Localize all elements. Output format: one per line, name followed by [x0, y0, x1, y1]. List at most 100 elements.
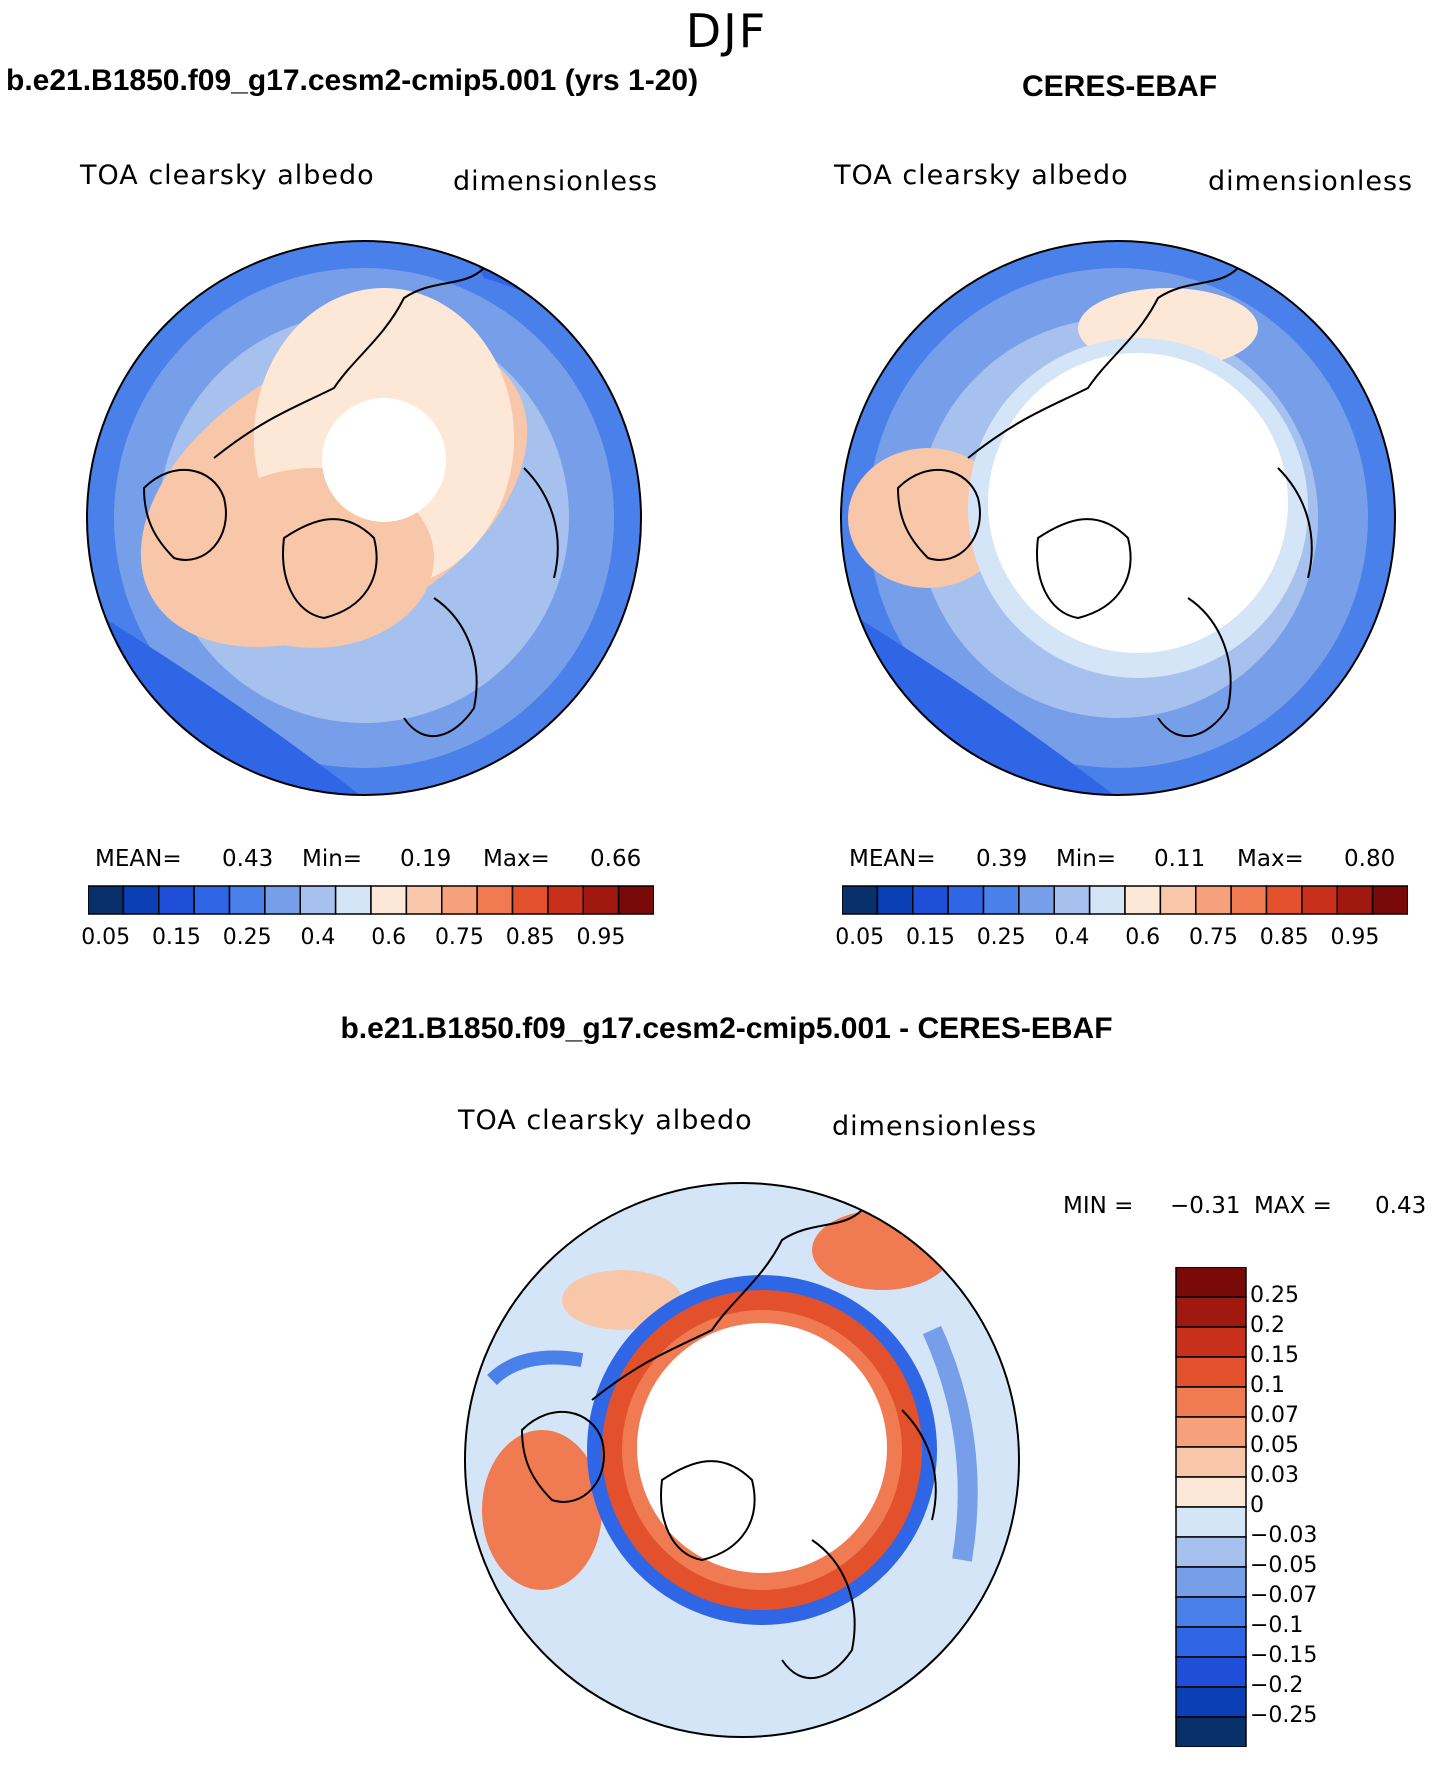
- diff-cb-tick-label: 0.1: [1250, 1373, 1285, 1398]
- obs-cb-tick-label: 0.6: [1125, 925, 1161, 950]
- obs-colorbar-swatch: [912, 885, 949, 915]
- diff-colorbar-swatch: [1175, 1267, 1247, 1298]
- diff-cb-tick-label: 0.03: [1250, 1463, 1299, 1488]
- obs-colorbar-swatch: [982, 885, 1020, 915]
- obs-colorbar-swatch: [1159, 885, 1197, 915]
- diff-cb-tick-label: −0.1: [1250, 1613, 1304, 1638]
- model-min-value: 0.19: [400, 846, 452, 872]
- model-cb-tick-label: 0.85: [505, 925, 555, 950]
- model-min-label: Min=: [302, 846, 363, 872]
- model-colorbar-swatch: [370, 885, 408, 915]
- obs-max-value: 0.80: [1344, 846, 1396, 872]
- diff-colorbar: [1175, 1267, 1247, 1747]
- diff-cb-tick-label: −0.2: [1250, 1673, 1304, 1698]
- model-cb-tick-label: 0.25: [222, 925, 272, 950]
- model-colorbar-swatch: [582, 885, 620, 915]
- model-colorbar-swatch: [617, 885, 654, 915]
- obs-cb-tick-label: 0.85: [1259, 925, 1309, 950]
- obs-cb-tick-label: 0.95: [1330, 925, 1380, 950]
- model-panel-title: b.e21.B1850.f09_g17.cesm2-cmip5.001 (yrs…: [6, 64, 699, 97]
- model-colorbar-swatch: [193, 885, 231, 915]
- obs-panel-title: CERES-EBAF: [1022, 70, 1218, 103]
- diff-colorbar-swatch: [1175, 1446, 1247, 1478]
- obs-mean-label: MEAN=: [849, 846, 936, 872]
- obs-units-label: dimensionless: [1208, 166, 1414, 197]
- model-variable-label: TOA clearsky albedo: [80, 160, 375, 191]
- diff-colorbar-swatch: [1175, 1626, 1247, 1658]
- obs-cb-tick-label: 0.25: [976, 925, 1026, 950]
- model-cb-tick-label: 0.15: [151, 925, 201, 950]
- diff-panel-title: b.e21.B1850.f09_g17.cesm2-cmip5.001 - CE…: [340, 1012, 1113, 1045]
- diff-colorbar-labels: 0.25 0.2 0.15 0.1 0.07 0.05 0.03 0 −0.03…: [1250, 1267, 1370, 1747]
- obs-colorbar-swatch: [842, 885, 879, 915]
- diff-colorbar-swatch: [1175, 1656, 1247, 1688]
- diff-max-label: MAX =: [1254, 1193, 1332, 1219]
- model-mean-value: 0.43: [222, 846, 274, 872]
- obs-colorbar-labels: 0.05 0.15 0.25 0.4 0.6 0.75 0.85 0.95: [835, 925, 1408, 955]
- obs-colorbar-swatch: [1336, 885, 1374, 915]
- model-colorbar-swatch: [405, 885, 443, 915]
- obs-colorbar-swatch: [1301, 885, 1338, 915]
- model-colorbar-swatch: [547, 885, 584, 915]
- obs-max-label: Max=: [1237, 846, 1304, 872]
- diff-cb-tick-label: −0.15: [1250, 1643, 1318, 1668]
- model-cb-tick-label: 0.05: [81, 925, 131, 950]
- obs-colorbar-swatch: [1230, 885, 1268, 915]
- model-colorbar-swatch: [299, 885, 337, 915]
- diff-variable-label: TOA clearsky albedo: [458, 1105, 753, 1136]
- diff-colorbar-swatch: [1175, 1386, 1247, 1418]
- obs-cb-tick-label: 0.05: [835, 925, 885, 950]
- obs-polar-map: [840, 240, 1396, 796]
- model-units-label: dimensionless: [453, 166, 659, 197]
- diff-colorbar-swatch: [1175, 1596, 1247, 1628]
- obs-cb-tick-label: 0.75: [1188, 925, 1238, 950]
- diff-cb-tick-label: −0.25: [1250, 1703, 1318, 1728]
- diff-colorbar-swatch: [1175, 1416, 1247, 1448]
- diff-colorbar-swatch: [1175, 1536, 1247, 1568]
- obs-colorbar-swatch: [1371, 885, 1408, 915]
- diff-min-value: −0.31: [1170, 1193, 1241, 1219]
- diff-cb-tick-label: 0.25: [1250, 1283, 1299, 1308]
- model-max-value: 0.66: [590, 846, 642, 872]
- model-colorbar-swatch: [122, 885, 160, 915]
- model-colorbar: [88, 885, 654, 915]
- diff-colorbar-swatch: [1175, 1356, 1247, 1388]
- obs-colorbar: [842, 885, 1408, 915]
- diff-cb-tick-label: 0.15: [1250, 1343, 1299, 1368]
- obs-colorbar-swatch: [1088, 885, 1126, 915]
- diff-cb-tick-label: 0.2: [1250, 1313, 1285, 1338]
- diff-polar-map: [464, 1182, 1020, 1738]
- model-cb-tick-label: 0.4: [300, 925, 336, 950]
- model-colorbar-swatch: [441, 885, 478, 915]
- diff-cb-tick-label: 0.05: [1250, 1433, 1299, 1458]
- obs-min-value: 0.11: [1154, 846, 1206, 872]
- diff-cb-tick-label: 0: [1250, 1493, 1264, 1518]
- diff-cb-tick-label: −0.05: [1250, 1553, 1318, 1578]
- obs-colorbar-swatch: [1053, 885, 1091, 915]
- model-colorbar-swatch: [264, 885, 301, 915]
- model-colorbar-labels: 0.05 0.15 0.25 0.4 0.6 0.75 0.85 0.95: [81, 925, 654, 955]
- obs-colorbar-swatch: [876, 885, 914, 915]
- obs-mean-value: 0.39: [976, 846, 1028, 872]
- diff-min-label: MIN =: [1063, 1193, 1134, 1219]
- obs-min-label: Min=: [1056, 846, 1117, 872]
- diff-cb-tick-label: 0.07: [1250, 1403, 1299, 1428]
- obs-variable-label: TOA clearsky albedo: [834, 160, 1129, 191]
- model-colorbar-swatch: [476, 885, 514, 915]
- season-title: DJF: [685, 4, 768, 58]
- model-colorbar-swatch: [158, 885, 195, 915]
- diff-units-label: dimensionless: [832, 1111, 1038, 1142]
- obs-colorbar-swatch: [1195, 885, 1232, 915]
- obs-colorbar-swatch: [1124, 885, 1162, 915]
- model-max-label: Max=: [483, 846, 550, 872]
- model-polar-map: [86, 240, 642, 796]
- diff-max-value: 0.43: [1375, 1193, 1427, 1219]
- model-colorbar-swatch: [228, 885, 266, 915]
- model-colorbar-swatch: [511, 885, 549, 915]
- obs-colorbar-swatch: [1265, 885, 1303, 915]
- model-cb-tick-label: 0.6: [371, 925, 407, 950]
- diff-colorbar-swatch: [1175, 1716, 1247, 1747]
- diff-cb-tick-label: −0.03: [1250, 1523, 1318, 1548]
- diff-colorbar-swatch: [1175, 1686, 1247, 1718]
- obs-cb-tick-label: 0.4: [1054, 925, 1090, 950]
